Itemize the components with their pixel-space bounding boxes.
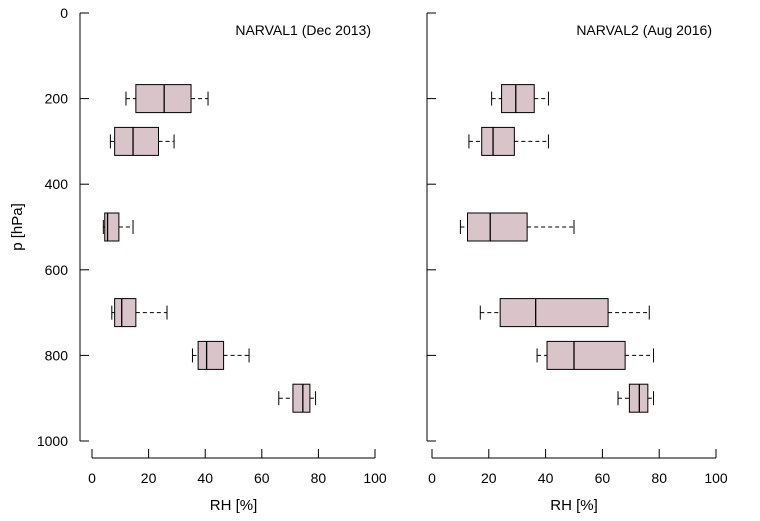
y-tick-label: 200 (45, 91, 69, 107)
box-iqr (114, 298, 137, 328)
box-plot-item (102, 212, 134, 242)
box-plot-item (617, 383, 655, 413)
x-tick-label: 60 (254, 470, 270, 486)
box-plot-item (459, 212, 575, 242)
box-plot-item (125, 84, 209, 114)
x-tick-label: 80 (651, 470, 667, 486)
x-tick-label: 20 (141, 470, 157, 486)
x-axis-label: RH [%] (210, 497, 258, 514)
panel-title: NARVAL2 (Aug 2016) (576, 22, 712, 38)
panel-title: NARVAL1 (Dec 2013) (235, 22, 371, 38)
x-tick-label: 100 (704, 470, 728, 486)
y-tick-label: 600 (45, 262, 69, 278)
box-iqr (501, 84, 535, 114)
box-iqr (197, 340, 225, 370)
box-iqr (467, 212, 528, 242)
panel-1: 0 200 400 600 800 1000 0 20 40 60 80 100 RH [%] p [hP… (9, 5, 387, 514)
box-iqr (114, 126, 160, 156)
x-tick-label: 60 (595, 470, 611, 486)
x-axis-label: RH [%] (550, 497, 598, 514)
box-plot-item (491, 84, 549, 114)
box-plot-item (468, 126, 549, 156)
y-axis-label: p [hPa] (9, 203, 26, 251)
y-tick-label: 400 (45, 176, 69, 192)
x-tick-label: 80 (311, 470, 327, 486)
x-tick-label: 100 (363, 470, 387, 486)
box-plot-item (479, 298, 650, 328)
x-tick-label: 40 (197, 470, 213, 486)
x-tick-label: 20 (481, 470, 497, 486)
y-tick-label: 0 (60, 5, 68, 21)
box-iqr (292, 383, 311, 413)
box-plot-item (536, 340, 655, 370)
y-tick-label: 800 (45, 347, 69, 363)
box-iqr (481, 126, 515, 156)
box-iqr (135, 84, 192, 114)
box-iqr (628, 383, 649, 413)
box-iqr (104, 212, 120, 242)
box-plot-item (109, 126, 175, 156)
y-tick-label: 1000 (37, 433, 68, 449)
box-plot-item (278, 383, 317, 413)
box-iqr (499, 298, 609, 328)
box-iqr (546, 340, 626, 370)
x-tick-label: 0 (88, 470, 96, 486)
panel-2: 0 20 40 60 80 100 RH [%] NARVAL2 (Aug 2016) (426, 12, 728, 514)
box-plot-item (191, 340, 250, 370)
x-tick-label: 40 (538, 470, 554, 486)
x-tick-label: 0 (428, 470, 436, 486)
box-plot-item (111, 298, 168, 328)
